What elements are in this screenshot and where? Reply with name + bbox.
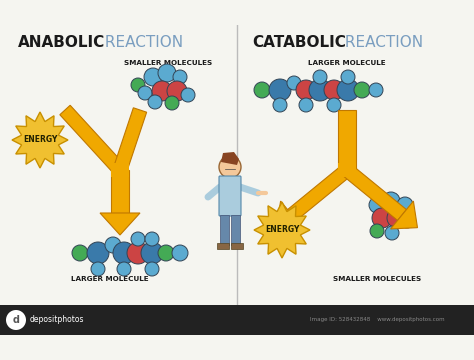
Circle shape bbox=[152, 81, 172, 101]
Circle shape bbox=[91, 262, 105, 276]
Circle shape bbox=[117, 262, 131, 276]
Polygon shape bbox=[113, 108, 146, 172]
Circle shape bbox=[127, 242, 149, 264]
Text: LARGER MOLECULE: LARGER MOLECULE bbox=[71, 276, 149, 282]
Circle shape bbox=[299, 98, 313, 112]
Circle shape bbox=[370, 224, 384, 238]
Bar bbox=[338, 163, 356, 177]
Circle shape bbox=[397, 197, 413, 213]
Circle shape bbox=[387, 208, 407, 228]
Circle shape bbox=[131, 78, 145, 92]
Circle shape bbox=[181, 88, 195, 102]
Polygon shape bbox=[254, 202, 310, 258]
Text: depositphotos: depositphotos bbox=[30, 315, 84, 324]
Circle shape bbox=[165, 96, 179, 110]
Circle shape bbox=[313, 70, 327, 84]
Circle shape bbox=[141, 242, 163, 264]
Text: SMALLER MOLECULES: SMALLER MOLECULES bbox=[124, 60, 212, 66]
Bar bbox=[111, 163, 129, 177]
FancyBboxPatch shape bbox=[219, 176, 241, 216]
Circle shape bbox=[158, 64, 176, 82]
Circle shape bbox=[219, 156, 241, 178]
Circle shape bbox=[341, 70, 355, 84]
Text: ENERGY: ENERGY bbox=[265, 225, 299, 234]
Circle shape bbox=[254, 82, 270, 98]
Circle shape bbox=[72, 245, 88, 261]
Circle shape bbox=[385, 226, 399, 240]
Circle shape bbox=[158, 245, 174, 261]
Polygon shape bbox=[288, 165, 351, 220]
Text: LARGER MOLECULE: LARGER MOLECULE bbox=[308, 60, 386, 66]
Polygon shape bbox=[391, 201, 418, 229]
Circle shape bbox=[138, 86, 152, 100]
Circle shape bbox=[337, 79, 359, 101]
Bar bbox=[220, 215, 229, 245]
Bar bbox=[231, 243, 243, 249]
Circle shape bbox=[172, 245, 188, 261]
Circle shape bbox=[148, 95, 162, 109]
Text: ANABOLIC: ANABOLIC bbox=[18, 35, 105, 50]
Circle shape bbox=[324, 80, 344, 100]
Text: REACTION: REACTION bbox=[340, 35, 423, 50]
Circle shape bbox=[369, 197, 385, 213]
Text: d: d bbox=[12, 315, 19, 325]
Polygon shape bbox=[60, 105, 125, 175]
Circle shape bbox=[144, 68, 162, 86]
Circle shape bbox=[269, 79, 291, 101]
Circle shape bbox=[382, 192, 400, 210]
Text: CATABOLIC: CATABOLIC bbox=[252, 35, 346, 50]
Bar bbox=[217, 243, 229, 249]
Circle shape bbox=[296, 80, 316, 100]
Circle shape bbox=[145, 262, 159, 276]
Circle shape bbox=[173, 70, 187, 84]
Circle shape bbox=[145, 232, 159, 246]
Circle shape bbox=[131, 232, 145, 246]
Circle shape bbox=[273, 98, 287, 112]
Bar bbox=[111, 170, 129, 213]
Circle shape bbox=[87, 242, 109, 264]
Polygon shape bbox=[276, 201, 303, 229]
Bar bbox=[338, 110, 356, 170]
Text: ENERGY: ENERGY bbox=[23, 135, 57, 144]
Bar bbox=[0, 305, 474, 335]
Circle shape bbox=[167, 81, 187, 101]
Polygon shape bbox=[343, 165, 406, 220]
Text: SMALLER MOLECULES: SMALLER MOLECULES bbox=[333, 276, 421, 282]
Circle shape bbox=[399, 212, 415, 228]
Polygon shape bbox=[12, 112, 68, 168]
Circle shape bbox=[309, 79, 331, 101]
Circle shape bbox=[372, 208, 392, 228]
Circle shape bbox=[327, 98, 341, 112]
Text: Image ID: 528432848    www.depositphotos.com: Image ID: 528432848 www.depositphotos.co… bbox=[310, 318, 445, 323]
Circle shape bbox=[105, 237, 121, 253]
Polygon shape bbox=[221, 152, 239, 165]
Circle shape bbox=[287, 76, 301, 90]
Bar bbox=[231, 215, 240, 245]
Circle shape bbox=[113, 242, 135, 264]
Circle shape bbox=[354, 82, 370, 98]
Circle shape bbox=[369, 83, 383, 97]
Circle shape bbox=[6, 310, 26, 330]
Polygon shape bbox=[100, 213, 140, 235]
Text: REACTION: REACTION bbox=[100, 35, 183, 50]
